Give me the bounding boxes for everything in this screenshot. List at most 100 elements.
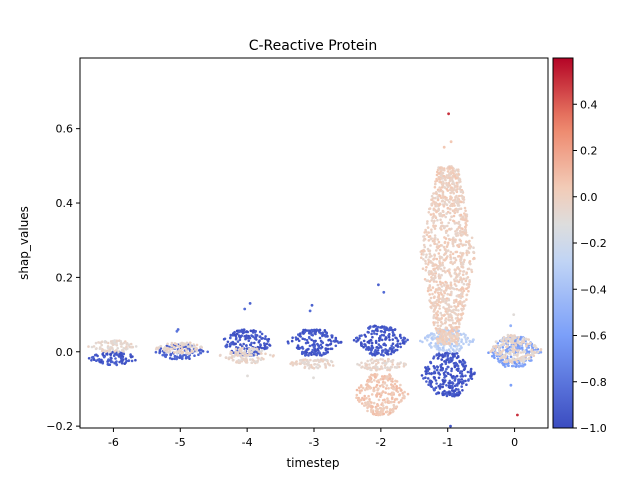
swarm-point: [370, 401, 373, 404]
swarm-point: [448, 342, 451, 345]
swarm-point: [443, 195, 447, 199]
swarm-point: [436, 283, 440, 287]
swarm-point: [237, 334, 241, 337]
swarm-point: [99, 360, 103, 364]
swarm-point: [391, 342, 395, 346]
swarm-point: [452, 244, 455, 248]
swarm-point: [290, 339, 294, 343]
swarm-point: [445, 384, 448, 387]
swarm-point: [423, 249, 426, 253]
swarm-point: [379, 358, 382, 361]
swarm-point: [399, 342, 402, 346]
swarm-point: [429, 382, 433, 386]
swarm-point: [505, 359, 509, 362]
swarm-point: [437, 356, 440, 360]
swarm-point: [403, 395, 406, 398]
swarm-point: [461, 190, 464, 194]
swarm-point: [472, 372, 476, 376]
swarm-point: [367, 380, 370, 383]
swarm-point: [255, 347, 259, 351]
swarm-point: [317, 329, 320, 332]
swarm-point: [450, 227, 453, 231]
swarm-point: [441, 281, 445, 285]
swarm-point: [469, 340, 472, 343]
swarm-point: [391, 380, 394, 383]
swarm-point: [385, 405, 389, 409]
swarm-point: [234, 337, 238, 341]
swarm-point: [92, 358, 96, 362]
swarm-point: [445, 212, 448, 215]
swarm-point: [446, 234, 450, 237]
swarm-point: [454, 321, 457, 325]
swarm-point: [366, 409, 369, 413]
swarm-point: [234, 351, 237, 354]
swarm-point: [366, 330, 370, 334]
swarm-point: [432, 278, 436, 282]
swarm-point: [309, 358, 312, 362]
swarm-point: [519, 337, 522, 340]
colorbar-tick-label: 0.4: [580, 98, 598, 111]
swarm-point: [441, 368, 444, 372]
swarm-point: [445, 358, 449, 362]
swarm-point: [429, 244, 432, 247]
swarm-point: [440, 183, 444, 186]
swarm-point: [430, 270, 433, 274]
swarm-point: [427, 271, 431, 274]
swarm-point: [504, 340, 508, 343]
swarm-point: [396, 363, 399, 366]
colorbar: −1.0 −0.8 −0.6 −0.4 −0.2 0.0 0.2 0.4: [552, 57, 607, 435]
swarm-point: [440, 358, 444, 361]
swarm-point: [461, 195, 464, 198]
swarm-point: [422, 377, 425, 380]
swarm-point: [438, 280, 442, 284]
swarm-outlier-point: [509, 324, 513, 328]
swarm-point: [264, 352, 267, 356]
swarm-point: [440, 363, 444, 366]
swarm-point: [458, 302, 462, 305]
swarm-point: [439, 267, 443, 271]
swarm-point: [435, 329, 439, 332]
swarm-point: [435, 365, 439, 368]
swarm-point: [173, 354, 177, 358]
swarm-point: [114, 357, 117, 360]
swarm-point: [364, 401, 367, 405]
swarm-point: [435, 257, 439, 261]
swarm-point: [450, 334, 454, 337]
swarm-point: [490, 349, 493, 353]
swarm-point: [448, 184, 452, 187]
swarm-point: [359, 384, 363, 387]
swarm-point: [436, 238, 440, 241]
swarm-point: [297, 346, 300, 349]
swarm-point: [317, 351, 320, 355]
swarm-point: [451, 319, 454, 322]
swarm-point: [437, 371, 440, 375]
swarm-point: [301, 337, 305, 341]
swarm-point: [460, 200, 463, 204]
swarm-point: [443, 283, 446, 287]
swarm-point: [87, 357, 91, 360]
swarm-point: [502, 363, 505, 367]
swarm-point: [381, 402, 384, 405]
swarm-point: [444, 310, 448, 313]
swarm-outlier-point: [243, 307, 247, 311]
swarm-point: [443, 321, 447, 325]
swarm-point: [376, 346, 379, 349]
swarm-point: [521, 355, 525, 359]
swarm-point: [197, 349, 201, 352]
swarm-point: [446, 206, 450, 210]
swarm-point: [455, 181, 459, 185]
swarm-point: [429, 379, 433, 383]
swarm-point: [506, 333, 510, 337]
swarm-point: [432, 264, 436, 267]
swarm-point: [456, 384, 459, 387]
y-tick-label: 0.4: [56, 197, 74, 210]
swarm-point: [307, 331, 311, 335]
swarm-point: [119, 357, 123, 360]
swarm-point: [134, 358, 137, 362]
swarm-point: [441, 180, 445, 183]
swarm-point: [425, 380, 428, 383]
swarm-point: [310, 350, 314, 354]
swarm-point: [539, 348, 543, 352]
swarm-point: [457, 321, 461, 325]
swarm-point: [445, 297, 449, 300]
